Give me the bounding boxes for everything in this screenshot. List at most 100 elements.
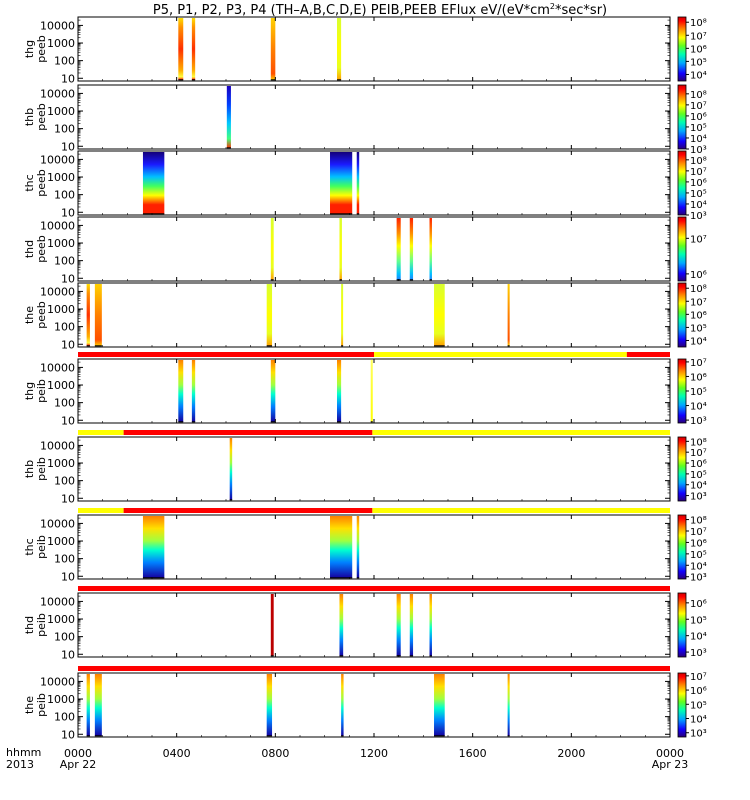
colorbar-tick-label: 10⁵ [690,470,707,481]
energy-tick-label: 10 [61,140,75,153]
band-baseline-mark [337,79,342,81]
energy-tick-label: 10 [61,492,75,505]
colorbar [677,150,687,216]
colorbar-tick-label: 10⁷ [690,167,707,178]
energy-tick-label: 100 [54,475,75,488]
panel-probe-label: thc [23,174,36,191]
panel-probe-label: thb [23,108,36,126]
energy-tick-label: 100 [54,55,75,68]
energy-tick-label: 10 [61,414,75,427]
spectrogram-band [337,360,342,422]
energy-tick-label: 10000 [40,361,75,374]
colorbar-tick-label: 10⁵ [690,550,707,561]
spectrogram-band [396,594,401,656]
band-baseline-mark [226,147,231,149]
spectrogram-band [142,516,165,578]
colorbar-tick-label: 10⁴ [690,336,707,347]
flag-segment [78,352,374,357]
colorbar [677,672,687,738]
band-baseline-mark [178,79,184,81]
flag-segment [374,352,627,357]
spectrogram-band [507,674,510,736]
colorbar-tick-label: 10⁷ [690,672,707,683]
band-baseline-mark [339,279,342,281]
band-baseline-mark [429,655,432,657]
spectrogram-band [178,360,184,422]
title-text-end: *sec*sr) [555,3,607,18]
band-baseline-mark [339,655,344,657]
colorbar-tick-label: 10⁶ [690,270,707,281]
colorbar-tick-label: 10⁷ [690,101,707,112]
flag-segment [78,430,124,435]
band-baseline-mark [142,213,165,215]
colorbar-tick-label: 10⁴ [690,561,707,572]
colorbar-tick-label: 10⁸ [690,516,707,527]
panel-frame [77,358,671,424]
panel-frame [77,672,671,738]
panel-frame [77,436,671,502]
time-tick-date-label: Apr 22 [60,758,97,771]
energy-tick-label: 1000 [47,237,75,250]
band-baseline-mark [429,279,432,281]
colorbar-tick-label: 10³ [690,145,707,156]
spectrogram-band [339,594,344,656]
panel-instrument-label: peeb [35,235,48,263]
panel-probe-label: thc [23,538,36,555]
colorbar-tick-label: 10⁷ [690,234,707,245]
energy-tick-label: 100 [54,189,75,202]
time-tick-label: 1600 [459,747,487,760]
colorbar-tick-label: 10⁸ [690,18,707,29]
band-baseline-mark [341,735,344,737]
spectrogram-band [229,438,233,500]
colorbar [677,216,687,282]
spectrogram-band [429,594,432,656]
spectrogram-band [409,218,414,280]
energy-tick-label: 10000 [40,675,75,688]
band-baseline-mark [434,735,445,737]
band-baseline-mark [270,279,274,281]
spectrogram-band [409,594,414,656]
flag-segment [78,586,670,591]
spectrogram-band [356,152,360,214]
flag-segment [123,508,373,513]
panel-frame [77,592,671,658]
colorbar-tick-label: 10⁵ [690,323,707,334]
band-baseline-mark [266,345,273,347]
energy-tick-label: 10 [61,728,75,741]
energy-tick-label: 10000 [40,439,75,452]
panel-frame [77,84,671,150]
panel-the-peeb: 10 100 1000 10000 the peeb 10⁴ 10⁵ 10⁶ 10⁷ 10⁸ [23,282,707,351]
spectrogram-band [266,284,273,346]
colorbar-tick-label: 10⁴ [690,402,707,413]
flag-segment [372,430,670,435]
colorbar [677,592,687,658]
energy-tick-label: 10000 [40,517,75,530]
spectrogram-band [330,516,353,578]
spectrogram-band [356,516,360,578]
band-baseline-mark [356,213,360,215]
flag-segment [372,508,670,513]
panel-frame [77,282,671,348]
energy-tick-label: 10 [61,648,75,661]
energy-tick-label: 10000 [40,595,75,608]
time-tick-label: 0800 [261,747,289,760]
title-text: P5, P1, P2, P3, P4 (TH–A,B,C,D,E) PEIB,P… [153,3,550,18]
colorbar-tick-label: 10³ [690,648,707,659]
colorbar [677,282,687,348]
band-baseline-mark [409,655,414,657]
energy-tick-label: 1000 [47,535,75,548]
colorbar-tick-label: 10⁶ [690,178,707,189]
band-baseline-mark [178,421,184,423]
band-baseline-mark [507,345,510,347]
spectrogram-band [270,218,274,280]
energy-tick-label: 10000 [40,87,75,100]
time-tick-label: 0000 [64,747,92,760]
colorbar-tick-label: 10⁵ [690,615,707,626]
time-tick-label: 1200 [360,747,388,760]
energy-tick-label: 100 [54,711,75,724]
colorbar-tick-label: 10⁶ [690,686,707,697]
band-baseline-mark [191,421,196,423]
